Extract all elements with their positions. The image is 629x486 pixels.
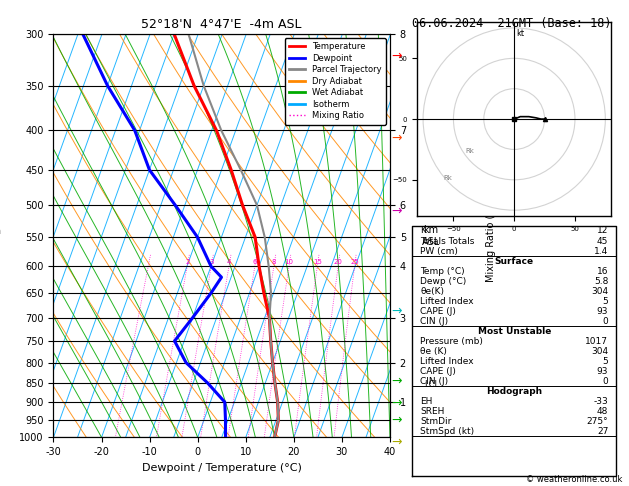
Text: 5.8: 5.8 — [594, 277, 608, 286]
Text: K: K — [420, 226, 426, 236]
Text: θe (K): θe (K) — [420, 347, 447, 356]
Text: Totals Totals: Totals Totals — [420, 237, 474, 245]
Text: 1.4: 1.4 — [594, 246, 608, 256]
Text: PW (cm): PW (cm) — [420, 246, 458, 256]
Text: Lifted Index: Lifted Index — [420, 357, 474, 365]
Text: 48: 48 — [597, 407, 608, 416]
Text: 6: 6 — [253, 259, 257, 265]
Text: Lifted Index: Lifted Index — [420, 296, 474, 306]
Text: Surface: Surface — [494, 257, 534, 265]
Text: →: → — [391, 436, 402, 449]
Text: 3: 3 — [209, 259, 214, 265]
Text: 25: 25 — [350, 259, 359, 265]
X-axis label: Dewpoint / Temperature (°C): Dewpoint / Temperature (°C) — [142, 463, 302, 473]
Text: →: → — [391, 205, 402, 218]
Text: Most Unstable: Most Unstable — [477, 327, 551, 336]
Text: 304: 304 — [591, 287, 608, 295]
Y-axis label: km
ASL: km ASL — [422, 225, 440, 246]
Text: CAPE (J): CAPE (J) — [420, 307, 456, 315]
Text: 93: 93 — [597, 366, 608, 376]
Text: 0: 0 — [603, 316, 608, 326]
Text: θe(K): θe(K) — [420, 287, 444, 295]
Text: 5: 5 — [603, 357, 608, 365]
Text: 45: 45 — [597, 237, 608, 245]
Text: →: → — [391, 375, 402, 388]
Text: EH: EH — [420, 397, 433, 406]
Text: CIN (J): CIN (J) — [420, 316, 448, 326]
Legend: Temperature, Dewpoint, Parcel Trajectory, Dry Adiabat, Wet Adiabat, Isotherm, Mi: Temperature, Dewpoint, Parcel Trajectory… — [284, 38, 386, 124]
Text: →: → — [391, 414, 402, 427]
Text: 5: 5 — [603, 296, 608, 306]
Text: 1017: 1017 — [585, 337, 608, 346]
Text: Temp (°C): Temp (°C) — [420, 266, 465, 276]
Text: 4: 4 — [227, 259, 231, 265]
Text: Mixing Ratio (g/kg): Mixing Ratio (g/kg) — [486, 190, 496, 282]
Text: Rk: Rk — [443, 175, 453, 181]
Text: CAPE (J): CAPE (J) — [420, 366, 456, 376]
Text: Hodograph: Hodograph — [486, 387, 542, 396]
Text: SREH: SREH — [420, 407, 445, 416]
Text: StmSpd (kt): StmSpd (kt) — [420, 427, 474, 436]
Text: →: → — [391, 397, 402, 410]
Title: 52°18'N  4°47'E  -4m ASL: 52°18'N 4°47'E -4m ASL — [142, 18, 302, 32]
Text: CIN (J): CIN (J) — [420, 377, 448, 386]
Text: →: → — [391, 305, 402, 317]
Text: 12: 12 — [597, 226, 608, 236]
Text: 2: 2 — [185, 259, 189, 265]
Text: Dewp (°C): Dewp (°C) — [420, 277, 467, 286]
Text: 06.06.2024  21GMT (Base: 18): 06.06.2024 21GMT (Base: 18) — [412, 17, 611, 30]
Text: 10: 10 — [285, 259, 294, 265]
Text: 16: 16 — [597, 266, 608, 276]
Y-axis label: hPa: hPa — [0, 226, 2, 236]
Text: 304: 304 — [591, 347, 608, 356]
Text: Rk: Rk — [465, 148, 474, 154]
Text: 27: 27 — [597, 427, 608, 436]
Text: kt: kt — [516, 30, 525, 38]
Text: © weatheronline.co.uk: © weatheronline.co.uk — [526, 474, 623, 484]
Text: 0: 0 — [603, 377, 608, 386]
Text: 15: 15 — [313, 259, 322, 265]
Text: -33: -33 — [594, 397, 608, 406]
Text: 275°: 275° — [587, 417, 608, 426]
Text: 8: 8 — [272, 259, 276, 265]
Text: 93: 93 — [597, 307, 608, 315]
Text: Pressure (mb): Pressure (mb) — [420, 337, 483, 346]
Text: →: → — [391, 132, 402, 145]
Text: LCL: LCL — [424, 381, 439, 389]
Text: →: → — [391, 50, 402, 62]
Text: 20: 20 — [334, 259, 343, 265]
Text: StmDir: StmDir — [420, 417, 452, 426]
